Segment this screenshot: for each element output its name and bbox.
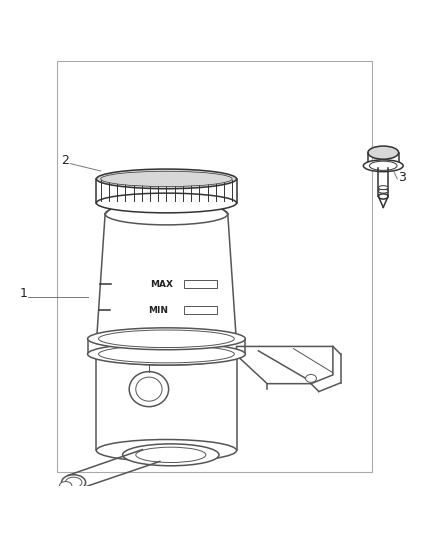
Ellipse shape xyxy=(96,193,237,213)
Ellipse shape xyxy=(99,345,234,363)
Ellipse shape xyxy=(123,444,219,466)
Ellipse shape xyxy=(378,194,388,199)
Ellipse shape xyxy=(88,328,245,350)
Ellipse shape xyxy=(305,375,316,382)
Ellipse shape xyxy=(60,481,72,489)
Text: MIN: MIN xyxy=(148,306,168,315)
Ellipse shape xyxy=(368,146,399,159)
Text: 3: 3 xyxy=(398,171,406,184)
Bar xyxy=(184,306,217,314)
Ellipse shape xyxy=(65,477,82,488)
Bar xyxy=(57,61,372,472)
Ellipse shape xyxy=(105,203,228,225)
Ellipse shape xyxy=(129,372,169,407)
Ellipse shape xyxy=(116,194,217,212)
Ellipse shape xyxy=(96,169,237,189)
Ellipse shape xyxy=(88,343,245,365)
Ellipse shape xyxy=(136,447,206,463)
Ellipse shape xyxy=(101,171,232,187)
Ellipse shape xyxy=(99,330,234,348)
Ellipse shape xyxy=(378,189,388,193)
Ellipse shape xyxy=(364,160,403,172)
Text: 2: 2 xyxy=(61,154,69,167)
Ellipse shape xyxy=(378,185,388,190)
Text: 1: 1 xyxy=(20,287,28,300)
Ellipse shape xyxy=(96,440,237,462)
Ellipse shape xyxy=(96,343,237,365)
Polygon shape xyxy=(237,346,333,384)
Ellipse shape xyxy=(61,475,86,490)
Ellipse shape xyxy=(136,377,162,401)
Bar xyxy=(184,280,217,288)
Ellipse shape xyxy=(369,161,397,171)
Text: MAX: MAX xyxy=(151,279,173,288)
